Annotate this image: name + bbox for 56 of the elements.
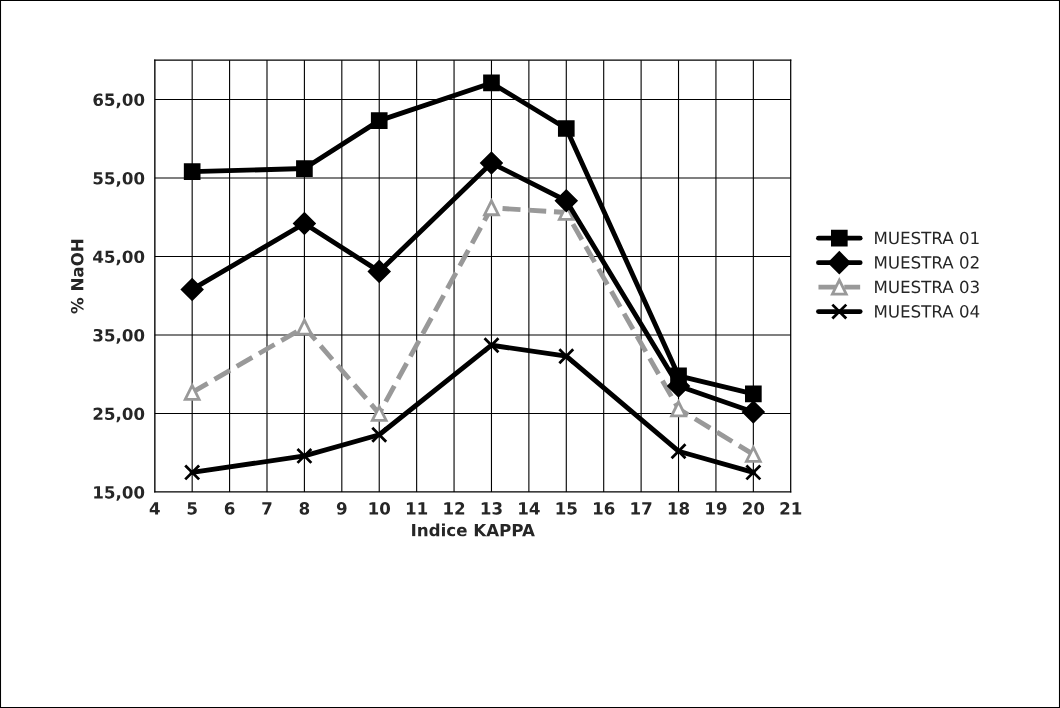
point — [368, 260, 391, 283]
point — [670, 400, 687, 418]
x-tick-label: 7 — [262, 502, 272, 515]
legend-label: MUESTRA 03 — [875, 280, 979, 294]
y-tick-label: 35,00 — [93, 328, 145, 344]
legend-label: MUESTRA 01 — [875, 231, 979, 245]
point — [557, 120, 575, 137]
y-tick-label: 25,00 — [93, 407, 145, 423]
y-tick-label: 55,00 — [93, 171, 145, 187]
point — [483, 336, 500, 354]
point — [370, 405, 388, 422]
point — [745, 385, 762, 403]
x-tick-label: 12 — [444, 502, 465, 515]
point — [670, 442, 687, 460]
x-tick-label: 11 — [406, 502, 428, 515]
y-axis-title: % NaOH — [70, 239, 84, 314]
x-tick-label: 5 — [187, 502, 197, 515]
x-tick-label: 15 — [556, 502, 577, 515]
x-tick-label: 4 — [149, 502, 160, 515]
point — [745, 446, 762, 463]
point — [296, 160, 313, 177]
x-tick-label: 16 — [593, 502, 615, 515]
point — [670, 367, 687, 385]
x-tick-label: 17 — [631, 502, 652, 515]
point — [742, 400, 765, 424]
x-axis-title: Indice KAPPA — [412, 523, 535, 537]
point — [745, 464, 762, 481]
point — [296, 447, 313, 465]
x-tick-label: 6 — [224, 502, 235, 515]
x-tick-label: 19 — [706, 502, 727, 515]
point — [183, 384, 201, 401]
x-tick-label: 21 — [780, 502, 802, 515]
point — [557, 347, 575, 365]
point — [480, 151, 503, 175]
point — [180, 278, 204, 301]
legend-label: MUESTRA 02 — [875, 256, 979, 269]
x-tick-label: 18 — [668, 502, 690, 515]
y-tick-label: 15,00 — [94, 486, 145, 501]
point — [370, 426, 388, 444]
y-tick-label: 45,00 — [93, 250, 145, 266]
x-tick-label: 8 — [299, 502, 310, 515]
point — [483, 199, 500, 217]
legend-label: MUESTRA 04 — [875, 305, 980, 318]
x-tick-label: 10 — [369, 502, 391, 515]
x-tick-label: 14 — [519, 502, 540, 515]
point — [483, 74, 500, 92]
point — [296, 318, 313, 336]
x-tick-label: 20 — [743, 502, 765, 515]
point — [183, 464, 201, 481]
point — [555, 189, 578, 212]
x-tick-label: 9 — [336, 502, 347, 515]
x-tick-label: 13 — [481, 502, 502, 515]
point — [183, 163, 201, 181]
point — [370, 112, 388, 129]
y-tick-label: 65,00 — [93, 93, 145, 109]
point — [293, 212, 316, 235]
